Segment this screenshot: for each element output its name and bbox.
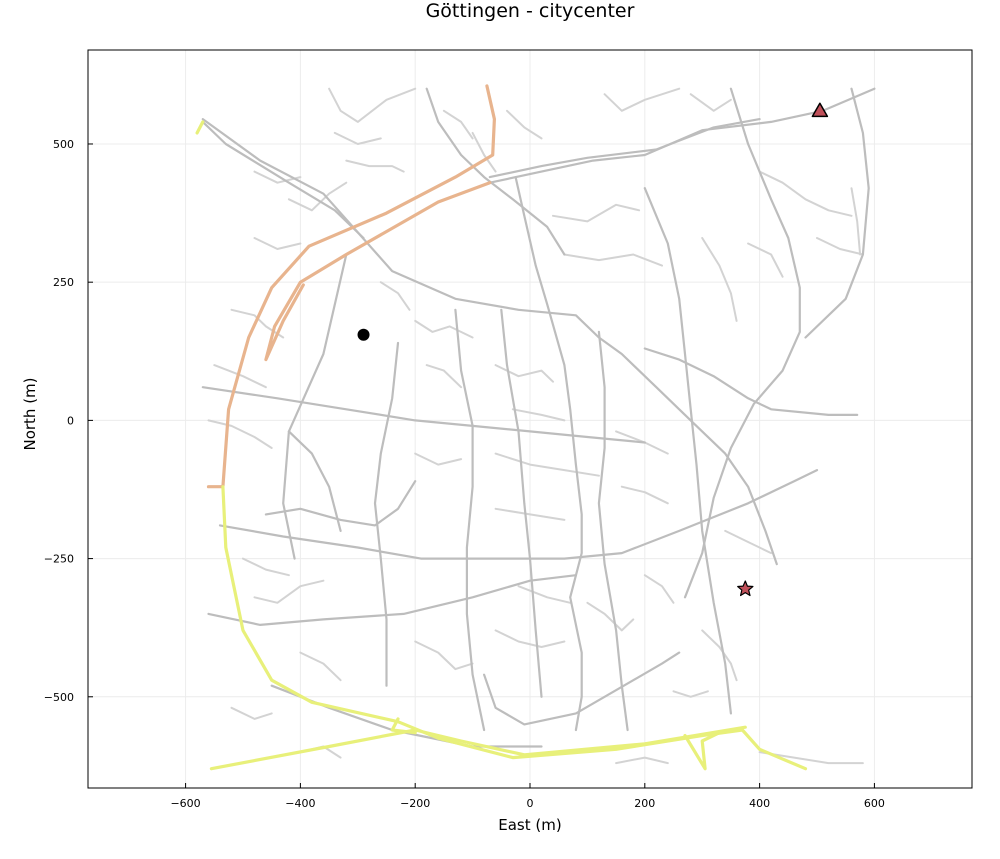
- minor-road: [552, 203, 641, 223]
- minor-road: [701, 237, 738, 322]
- minor-road: [511, 408, 566, 422]
- minor-road: [414, 319, 474, 339]
- orange-route: [264, 181, 492, 362]
- minor-road: [442, 109, 474, 140]
- minor-road: [586, 601, 635, 632]
- x-tick-label: −200: [400, 797, 430, 810]
- minor-road: [758, 170, 853, 217]
- minor-road: [328, 87, 417, 123]
- major-road: [514, 176, 583, 732]
- major-road: [483, 651, 681, 726]
- y-tick-label: 250: [53, 276, 74, 289]
- minor-road: [506, 109, 543, 140]
- minor-road: [213, 364, 267, 389]
- yellow-route: [221, 485, 808, 771]
- route-layer: [195, 84, 808, 771]
- major-road: [488, 118, 761, 179]
- x-tick-label: −400: [285, 797, 315, 810]
- minor-road: [242, 557, 290, 577]
- minor-road: [207, 419, 273, 449]
- minor-road: [345, 159, 405, 173]
- yellow-route: [390, 717, 417, 735]
- minor-road: [701, 629, 738, 682]
- minor-road: [379, 281, 411, 311]
- yellow-route: [683, 731, 721, 771]
- minor-road: [494, 452, 600, 477]
- major-road: [597, 330, 629, 732]
- major-road: [643, 187, 732, 715]
- x-tick-label: 600: [864, 797, 885, 810]
- orange-route: [206, 84, 496, 489]
- minor-road: [850, 187, 862, 256]
- minor-road: [758, 751, 864, 765]
- major-road: [287, 430, 342, 532]
- minor-road: [517, 585, 572, 604]
- tick-layer: −600 −400 −200 0 200 400 600 500 250 0 −250 −500: [44, 138, 885, 810]
- x-tick-label: −600: [170, 797, 200, 810]
- major-road: [201, 118, 778, 566]
- major-road: [500, 308, 543, 698]
- major-road-layer: [201, 87, 876, 748]
- minor-road-layer: [207, 87, 864, 765]
- x-tick-label: 0: [527, 797, 534, 810]
- major-road: [683, 87, 801, 599]
- major-road: [454, 308, 486, 732]
- minor-road: [563, 253, 663, 267]
- y-tick-label: 500: [53, 138, 74, 151]
- minor-road: [603, 87, 681, 112]
- x-tick-label: 400: [749, 797, 770, 810]
- minor-road: [747, 242, 784, 278]
- y-tick-label: −500: [44, 691, 74, 704]
- minor-road: [672, 690, 709, 698]
- major-road: [264, 480, 417, 527]
- x-tick-label: 200: [634, 797, 655, 810]
- minor-road: [230, 706, 273, 720]
- triangle-marker: [811, 102, 829, 118]
- minor-road: [494, 364, 554, 383]
- minor-road: [299, 651, 342, 682]
- yellow-route: [209, 725, 747, 771]
- major-road: [218, 469, 819, 560]
- major-road: [270, 684, 543, 748]
- minor-road: [414, 640, 474, 671]
- minor-road: [253, 170, 302, 184]
- major-road: [201, 120, 365, 240]
- grid-layer: [88, 50, 972, 788]
- yellow-route: [195, 120, 205, 135]
- y-tick-label: 0: [67, 414, 74, 427]
- chart-title: Göttingen - citycenter: [425, 0, 635, 22]
- major-road: [207, 574, 577, 626]
- minor-road: [816, 237, 864, 256]
- major-road: [488, 87, 876, 184]
- major-road: [425, 87, 566, 256]
- minor-road: [425, 364, 463, 389]
- major-road: [643, 347, 859, 416]
- major-road: [373, 341, 400, 687]
- circle-marker: [357, 328, 370, 341]
- major-road: [804, 87, 870, 339]
- minor-road: [494, 507, 566, 521]
- x-axis-label: East (m): [498, 816, 562, 834]
- minor-road: [689, 93, 732, 112]
- minor-road: [253, 579, 325, 604]
- star-marker: [737, 580, 754, 597]
- minor-road: [253, 237, 302, 250]
- minor-road: [643, 574, 675, 604]
- minor-road: [471, 131, 497, 173]
- minor-road: [333, 131, 382, 145]
- minor-road: [620, 485, 669, 505]
- minor-road: [615, 756, 669, 765]
- minor-road: [724, 529, 773, 555]
- minor-road: [494, 629, 566, 648]
- minor-road: [414, 452, 463, 466]
- major-road: [201, 386, 646, 444]
- marker-layer: [357, 102, 829, 597]
- y-tick-label: −250: [44, 553, 74, 566]
